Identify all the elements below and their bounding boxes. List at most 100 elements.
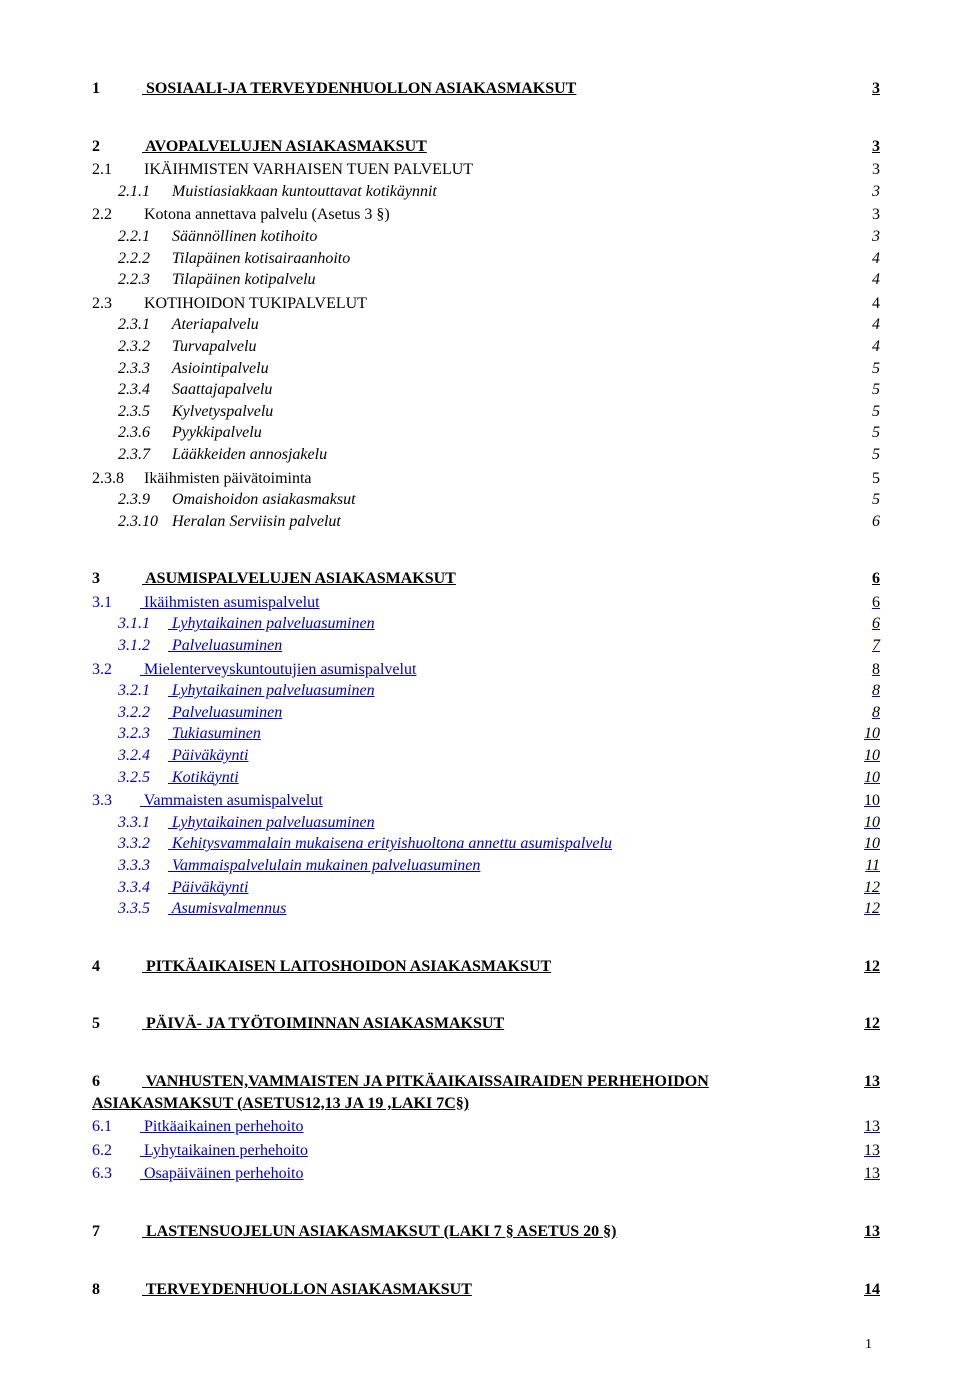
toc-page: 10: [840, 812, 880, 834]
toc-page: 13: [840, 1071, 880, 1093]
toc-entry[interactable]: 3.1.1 Lyhytaikainen palveluasuminen 6: [118, 613, 880, 635]
toc-label: 6.2 Lyhytaikainen perhehoito: [92, 1140, 840, 1162]
toc-text: SOSIAALI-JA TERVEYDENHUOLLON ASIAKASMAKS…: [142, 80, 576, 97]
toc-page: 3: [840, 78, 880, 100]
toc-number: 2.3.8: [92, 468, 140, 490]
toc-label: 2.3.2 Turvapalvelu: [118, 336, 840, 358]
toc-entry[interactable]: 6.2 Lyhytaikainen perhehoito13: [92, 1140, 880, 1162]
toc-entry[interactable]: 3.3.1 Lyhytaikainen palveluasuminen10: [118, 812, 880, 834]
toc-text: Tukiasuminen: [168, 725, 261, 742]
toc-number: 2.3.2: [118, 336, 168, 358]
toc-entry[interactable]: 3.3.4 Päiväkäynti12: [118, 877, 880, 899]
toc-page: 6: [840, 511, 880, 533]
toc-entry: 2.2.1 Säännöllinen kotihoito3: [118, 226, 880, 248]
toc-page: 8: [840, 659, 880, 681]
toc-number: 2.3.4: [118, 379, 168, 401]
toc-entry: 2.3.4 Saattajapalvelu5: [118, 379, 880, 401]
toc-label: 2 AVOPALVELUJEN ASIAKASMAKSUT: [92, 136, 840, 158]
toc-entry[interactable]: 6.3 Osapäiväinen perhehoito13: [92, 1163, 880, 1185]
toc-entry[interactable]: 3.2.3 Tukiasuminen10: [118, 723, 880, 745]
page-number: 1: [92, 1336, 880, 1355]
toc-label: 2.1 IKÄIHMISTEN VARHAISEN TUEN PALVELUT: [92, 159, 840, 181]
toc-text: Kotikäynti: [168, 769, 239, 786]
toc-entry[interactable]: 4 PITKÄAIKAISEN LAITOSHOIDON ASIAKASMAKS…: [92, 956, 880, 978]
toc-number: 1: [92, 78, 142, 100]
toc-text: Pyykkipalvelu: [168, 424, 262, 441]
toc-entry[interactable]: 2 AVOPALVELUJEN ASIAKASMAKSUT3: [92, 136, 880, 158]
toc-entry[interactable]: 3.3.3 Vammaispalvelulain mukainen palvel…: [118, 855, 880, 877]
toc-entry: 2.3.7 Lääkkeiden annosjakelu5: [118, 444, 880, 466]
toc-entry[interactable]: 6 VANHUSTEN,VAMMAISTEN JA PITKÄAIKAISSAI…: [92, 1071, 880, 1114]
toc-entry[interactable]: 3.1.2 Palveluasuminen7: [118, 635, 880, 657]
toc-text: Kylvetyspalvelu: [168, 403, 273, 420]
toc-page: 13: [840, 1163, 880, 1185]
toc: 1 SOSIAALI-JA TERVEYDENHUOLLON ASIAKASMA…: [92, 78, 880, 1300]
toc-text: LASTENSUOJELUN ASIAKASMAKSUT (LAKI 7 § A…: [142, 1223, 616, 1240]
toc-text: Palveluasuminen: [168, 637, 282, 654]
toc-label: 2.2.2 Tilapäinen kotisairaanhoito: [118, 248, 840, 270]
toc-entry[interactable]: 3.3 Vammaisten asumispalvelut10: [92, 790, 880, 812]
toc-label: 2.3.3 Asiointipalvelu: [118, 358, 840, 380]
toc-label: 2.2 Kotona annettava palvelu (Asetus 3 §…: [92, 204, 840, 226]
toc-number: 2.3.6: [118, 422, 168, 444]
toc-entry: 2.3 KOTIHOIDON TUKIPALVELUT4: [92, 293, 880, 315]
toc-label: 3.3.3 Vammaispalvelulain mukainen palvel…: [118, 855, 840, 877]
toc-page: 10: [840, 790, 880, 812]
toc-label: 2.2.1 Säännöllinen kotihoito: [118, 226, 840, 248]
toc-text: Lyhytaikainen perhehoito: [140, 1142, 308, 1159]
toc-label: 3 ASUMISPALVELUJEN ASIAKASMAKSUT: [92, 568, 840, 590]
toc-entry: 2.2.3 Tilapäinen kotipalvelu4: [118, 269, 880, 291]
toc-text: Muistiasiakkaan kuntouttavat kotikäynnit: [168, 183, 437, 200]
toc-page: 3: [840, 204, 880, 226]
toc-text: Mielenterveyskuntoutujien asumispalvelut: [140, 661, 416, 678]
toc-page: 12: [840, 956, 880, 978]
toc-number: 2.2.2: [118, 248, 168, 270]
toc-entry: 2.3.6 Pyykkipalvelu5: [118, 422, 880, 444]
toc-text: PITKÄAIKAISEN LAITOSHOIDON ASIAKASMAKSUT: [142, 958, 551, 975]
toc-entry[interactable]: 3.3.5 Asumisvalmennus12: [118, 898, 880, 920]
toc-page: 3: [840, 226, 880, 248]
toc-number: 3.3.4: [118, 877, 168, 899]
toc-entry[interactable]: 3 ASUMISPALVELUJEN ASIAKASMAKSUT6: [92, 568, 880, 590]
toc-text: Turvapalvelu: [168, 338, 256, 355]
toc-page: 5: [840, 444, 880, 466]
toc-number: 3.3: [92, 790, 140, 812]
toc-text: Asiointipalvelu: [168, 360, 269, 377]
toc-entry[interactable]: 3.2.5 Kotikäynti10: [118, 767, 880, 789]
toc-entry[interactable]: 3.2 Mielenterveyskuntoutujien asumispalv…: [92, 659, 880, 681]
toc-number: 3.1.1: [118, 613, 168, 635]
toc-page: 3: [840, 181, 880, 203]
toc-number: 3.3.1: [118, 812, 168, 834]
toc-number: 2.1.1: [118, 181, 168, 203]
toc-entry[interactable]: 3.2.1 Lyhytaikainen palveluasuminen8: [118, 680, 880, 702]
toc-label: 2.3.4 Saattajapalvelu: [118, 379, 840, 401]
toc-label: 2.2.3 Tilapäinen kotipalvelu: [118, 269, 840, 291]
toc-entry[interactable]: 3.3.2 Kehitysvammalain mukaisena erityis…: [118, 833, 880, 855]
toc-entry: 2.3.5 Kylvetyspalvelu5: [118, 401, 880, 423]
toc-page: 6: [840, 613, 880, 635]
toc-entry[interactable]: 6.1 Pitkäaikainen perhehoito13: [92, 1116, 880, 1138]
toc-entry: 2.3.9 Omaishoidon asiakasmaksut5: [118, 489, 880, 511]
toc-entry[interactable]: 3.2.4 Päiväkäynti10: [118, 745, 880, 767]
toc-entry[interactable]: 1 SOSIAALI-JA TERVEYDENHUOLLON ASIAKASMA…: [92, 78, 880, 100]
toc-entry[interactable]: 3.2.2 Palveluasuminen8: [118, 702, 880, 724]
toc-label: 5 PÄIVÄ- JA TYÖTOIMINNAN ASIAKASMAKSUT: [92, 1013, 840, 1035]
toc-text: Lyhytaikainen palveluasuminen: [168, 615, 375, 632]
toc-text: Päiväkäynti: [168, 879, 248, 896]
toc-page: 3: [840, 136, 880, 158]
toc-page: 5: [840, 379, 880, 401]
toc-entry[interactable]: 8 TERVEYDENHUOLLON ASIAKASMAKSUT14: [92, 1279, 880, 1301]
toc-page: 4: [840, 336, 880, 358]
toc-entry[interactable]: 5 PÄIVÄ- JA TYÖTOIMINNAN ASIAKASMAKSUT12: [92, 1013, 880, 1035]
toc-entry[interactable]: 7 LASTENSUOJELUN ASIAKASMAKSUT (LAKI 7 §…: [92, 1221, 880, 1243]
toc-entry: 2.1.1 Muistiasiakkaan kuntouttavat kotik…: [118, 181, 880, 203]
toc-label: 4 PITKÄAIKAISEN LAITOSHOIDON ASIAKASMAKS…: [92, 956, 840, 978]
toc-number: 2.3.3: [118, 358, 168, 380]
toc-page: 4: [840, 269, 880, 291]
toc-page: 13: [840, 1140, 880, 1162]
toc-text: Ateriapalvelu: [168, 316, 259, 333]
toc-label: 2.3.9 Omaishoidon asiakasmaksut: [118, 489, 840, 511]
toc-label: 3.3.2 Kehitysvammalain mukaisena erityis…: [118, 833, 840, 855]
toc-entry[interactable]: 3.1 Ikäihmisten asumispalvelut6: [92, 592, 880, 614]
toc-entry: 2.3.1 Ateriapalvelu4: [118, 314, 880, 336]
